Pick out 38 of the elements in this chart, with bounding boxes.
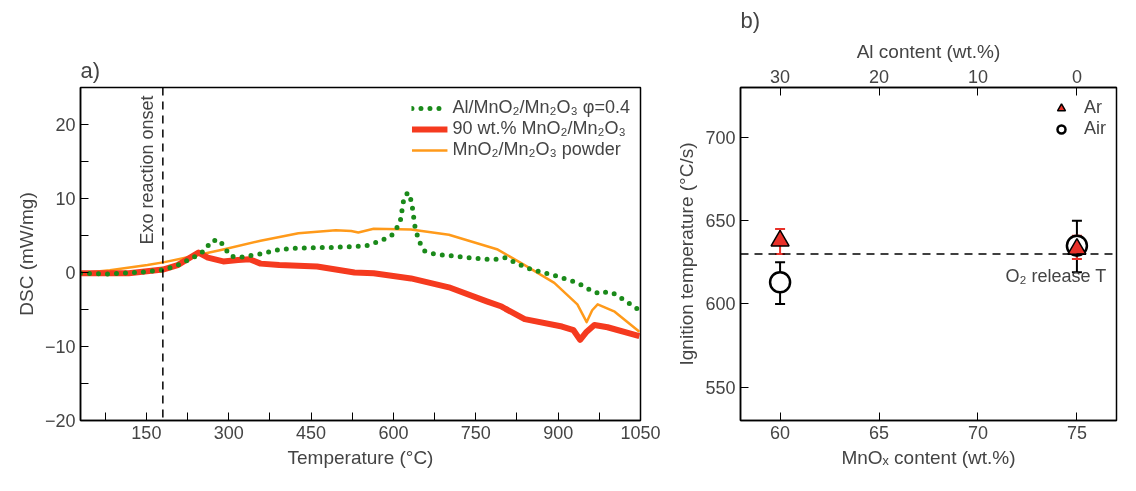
y-tick-label: 10 — [55, 189, 76, 209]
x-tick-label: 600 — [378, 422, 409, 443]
x2-tick-label: 20 — [869, 66, 890, 87]
legend-label: 90 wt.% MnO₂/Mn₂O₃ — [452, 118, 626, 139]
x2-tick-label: 0 — [1071, 66, 1082, 87]
y-tick-label: 550 — [705, 377, 736, 398]
x2-tick-label: 30 — [770, 66, 791, 87]
legend-label: Air — [1084, 118, 1106, 139]
x-tick-label: 300 — [213, 422, 244, 443]
x-tick-label: 75 — [1066, 422, 1087, 443]
y-tick-label: 600 — [705, 294, 736, 315]
x-tick-label: 450 — [296, 422, 327, 443]
legend-label: MnO₂/Mn₂O₃ powder — [452, 139, 621, 160]
y-tick-label: −10 — [44, 337, 76, 357]
x-axis-title: MnOₓ content (wt.%) — [841, 446, 1016, 468]
chart-title: a) — [80, 57, 101, 83]
ref-line-label: O₂ release T — [1005, 266, 1107, 286]
y-tick-label: −20 — [44, 411, 76, 431]
legend-label: Ar — [1084, 97, 1103, 118]
x-tick-label: 900 — [543, 422, 574, 443]
y-tick-label: 650 — [705, 211, 736, 232]
y-axis-title: Ignition temperature (°C/s) — [676, 142, 698, 366]
x-tick-label: 60 — [770, 422, 791, 443]
x-tick-label: 150 — [131, 422, 162, 443]
x-tick-label: 750 — [460, 422, 491, 443]
y-axis-title: DSC (mW/mg) — [15, 192, 37, 316]
x-tick-label: 70 — [967, 422, 988, 443]
x-tick-label: 65 — [869, 422, 890, 443]
legend-label: Al/MnO₂/Mn₂O₃ φ=0.4 — [452, 97, 630, 118]
y-tick-label: 700 — [705, 127, 736, 148]
x-tick-label: 1050 — [620, 422, 661, 443]
chart-title: b) — [740, 7, 761, 33]
x2-tick-label: 10 — [967, 66, 988, 87]
y-tick-label: 20 — [55, 115, 76, 135]
x-axis-title: Temperature (°C) — [287, 446, 434, 468]
ref-line-label: Exo reaction onset — [136, 95, 157, 245]
y-tick-label: 0 — [65, 263, 76, 283]
x2-axis-title: Al content (wt.%) — [856, 40, 1001, 62]
